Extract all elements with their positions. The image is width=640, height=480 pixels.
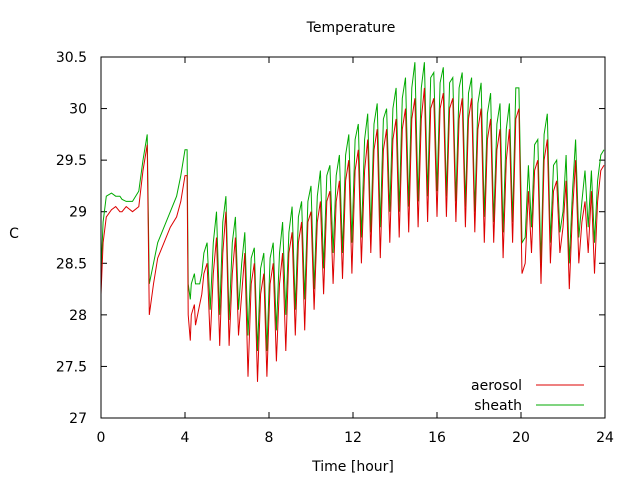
x-tick-label: 20 bbox=[512, 430, 530, 446]
legend-label-aerosol: aerosol bbox=[471, 378, 522, 394]
x-tick-label: 24 bbox=[596, 430, 614, 446]
y-tick-label: 28 bbox=[69, 308, 87, 324]
y-tick-label: 29.5 bbox=[56, 153, 87, 169]
y-tick-label: 27.5 bbox=[56, 359, 87, 375]
y-tick-label: 28.5 bbox=[56, 256, 87, 272]
series-line-aerosol bbox=[101, 87, 605, 382]
y-tick-label: 29 bbox=[69, 205, 87, 221]
legend: aerosol sheath bbox=[471, 378, 584, 414]
x-tick-label: 8 bbox=[265, 430, 274, 446]
legend-label-sheath: sheath bbox=[474, 398, 522, 414]
x-tick-label: 16 bbox=[428, 430, 446, 446]
chart-title: Temperature bbox=[306, 20, 396, 36]
x-tick-label: 0 bbox=[97, 430, 106, 446]
y-tick-label: 30 bbox=[69, 102, 87, 118]
x-tick-label: 12 bbox=[344, 430, 362, 446]
y-axis-label: C bbox=[9, 226, 19, 242]
series-line-sheath bbox=[101, 62, 605, 352]
x-tick-label: 4 bbox=[181, 430, 190, 446]
x-axis-label: Time [hour] bbox=[311, 459, 394, 475]
y-tick-label: 27 bbox=[69, 411, 87, 427]
y-tick-label: 30.5 bbox=[56, 50, 87, 66]
plot-area bbox=[101, 62, 605, 382]
plot-frame bbox=[100, 56, 606, 419]
